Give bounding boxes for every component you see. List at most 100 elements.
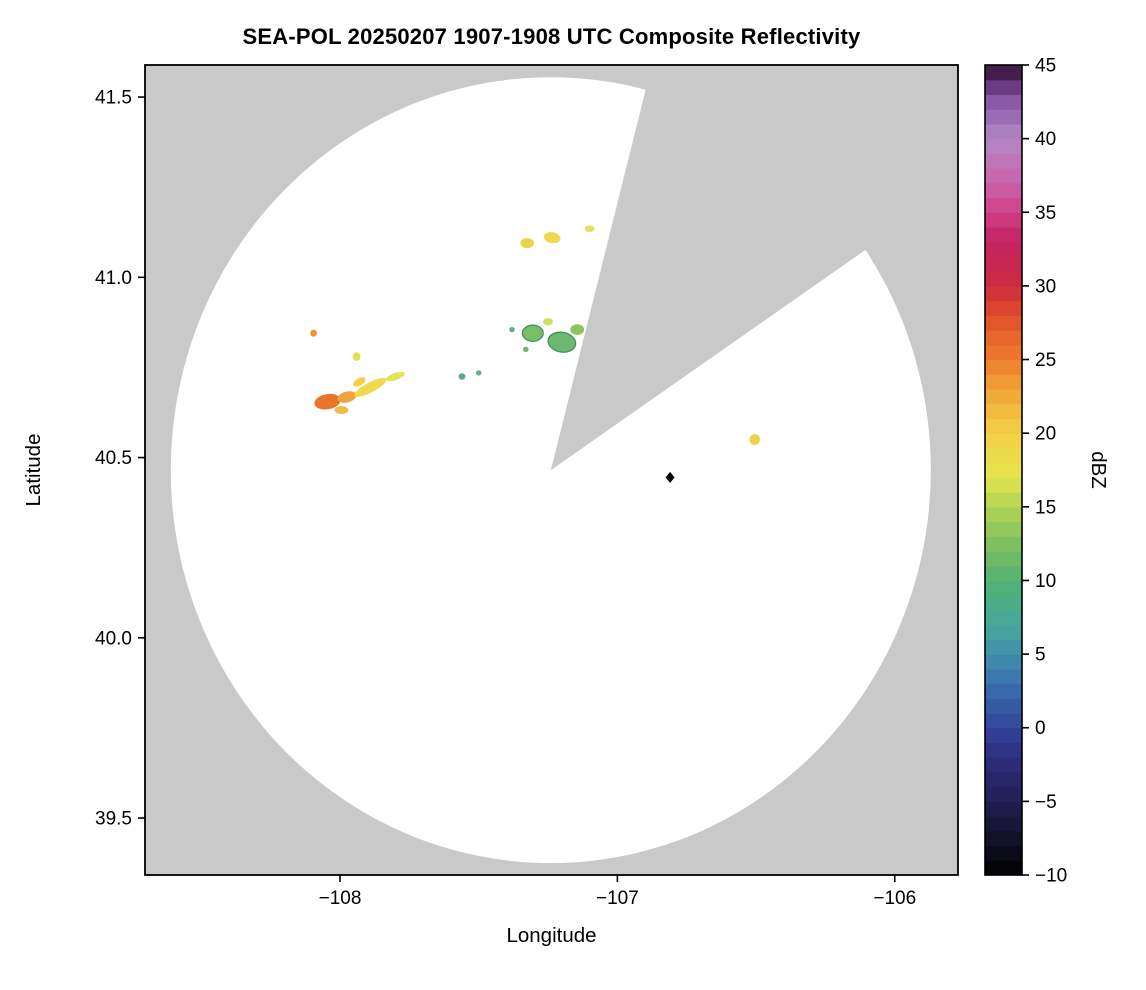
colorbar-band <box>985 639 1022 655</box>
y-tick-label: 41.0 <box>95 268 132 289</box>
colorbar-band <box>985 786 1022 802</box>
colorbar-band <box>985 492 1022 508</box>
colorbar-band <box>985 403 1022 420</box>
reflectivity-echo <box>520 238 535 249</box>
colorbar-tick-label: 20 <box>1035 424 1056 445</box>
colorbar-band <box>985 742 1022 758</box>
colorbar-tick-label: −10 <box>1035 866 1067 887</box>
colorbar-band <box>985 477 1022 493</box>
colorbar-band <box>985 521 1022 537</box>
colorbar-band <box>985 109 1022 125</box>
reflectivity-echo <box>749 434 760 445</box>
reflectivity-echo <box>543 318 553 326</box>
blocked-sector <box>550 65 958 471</box>
x-tick-label: −108 <box>319 888 362 909</box>
colorbar-band <box>985 153 1022 169</box>
colorbar-band <box>985 462 1022 478</box>
colorbar-band <box>985 418 1022 434</box>
colorbar-band <box>985 580 1022 596</box>
colorbar-band <box>985 271 1022 287</box>
colorbar-band <box>985 698 1022 714</box>
colorbar-band <box>985 609 1022 626</box>
colorbar-band <box>985 713 1022 729</box>
colorbar-band <box>985 447 1022 464</box>
y-tick-label: 40.0 <box>95 628 132 649</box>
reflectivity-echo <box>334 406 349 414</box>
colorbar-band <box>985 624 1022 640</box>
reflectivity-echo <box>314 393 341 410</box>
colorbar-band <box>985 241 1022 258</box>
colorbar-tick-label: 0 <box>1035 718 1046 739</box>
colorbar-band <box>985 212 1022 228</box>
colorbar-band <box>985 330 1022 346</box>
colorbar-band <box>985 359 1022 375</box>
colorbar-band <box>985 551 1022 567</box>
y-tick-label: 41.5 <box>95 88 132 109</box>
reflectivity-echo <box>509 326 515 333</box>
colorbar-band <box>985 860 1022 876</box>
colorbar-band <box>985 801 1022 817</box>
colorbar-band <box>985 668 1022 685</box>
x-axis-label: Longitude <box>506 924 597 947</box>
reflectivity-echo <box>543 232 561 244</box>
reflectivity-echo <box>458 373 466 380</box>
colorbar-band <box>985 285 1022 302</box>
reflectivity-echo <box>523 346 529 353</box>
colorbar-band <box>985 771 1022 788</box>
colorbar-band <box>985 197 1022 213</box>
colorbar-band <box>985 830 1022 847</box>
x-tick-label: −106 <box>873 888 916 909</box>
colorbar-band <box>985 182 1022 199</box>
reflectivity-echo <box>584 225 595 232</box>
reflectivity-echo <box>475 370 482 376</box>
x-tick-label: −107 <box>596 888 639 909</box>
colorbar-band <box>985 727 1022 744</box>
colorbar-tick-label: 30 <box>1035 276 1056 297</box>
radar-site-marker <box>665 471 675 483</box>
axes-spines <box>144 64 959 876</box>
colorbar-band <box>985 595 1022 611</box>
colorbar-band <box>985 123 1022 140</box>
reflectivity-echo <box>337 391 357 403</box>
reflectivity-echo <box>352 352 361 361</box>
colorbar-band <box>985 433 1022 449</box>
colorbar-band <box>985 845 1022 861</box>
colorbar-band <box>985 374 1022 390</box>
chart-title: SEA-POL 20250207 1907-1908 UTC Composite… <box>242 24 861 49</box>
colorbar-band <box>985 256 1022 272</box>
colorbar-band <box>985 300 1022 316</box>
colorbar-band <box>985 138 1022 154</box>
colorbar-band <box>985 536 1022 552</box>
colorbar-band <box>985 757 1022 773</box>
colorbar-tick-label: 15 <box>1035 497 1056 518</box>
colorbar-band <box>985 79 1022 96</box>
colorbar-tick-label: 10 <box>1035 571 1056 592</box>
reflectivity-echo <box>547 331 577 353</box>
colorbar-band <box>985 94 1022 110</box>
colorbar-band <box>985 654 1022 670</box>
colorbar-band <box>985 344 1022 361</box>
colorbar-band <box>985 389 1022 405</box>
colorbar-band <box>985 816 1022 832</box>
colorbar-band <box>985 168 1022 184</box>
colorbar-tick-label: 5 <box>1035 645 1046 666</box>
colorbar-band <box>985 683 1022 699</box>
reflectivity-echo <box>521 324 544 342</box>
colorbar-outline <box>984 64 1023 876</box>
y-tick-label: 40.5 <box>95 448 132 469</box>
colorbar-band <box>985 315 1022 331</box>
reflectivity-echo <box>353 377 366 387</box>
reflectivity-echo <box>310 329 317 337</box>
y-tick-label: 39.5 <box>95 809 132 830</box>
reflectivity-echo <box>386 371 405 382</box>
colorbar-tick-label: 45 <box>1035 56 1056 77</box>
colorbar-band <box>985 565 1022 582</box>
reflectivity-echo <box>570 324 585 335</box>
colorbar-band <box>985 506 1022 523</box>
colorbar-band <box>985 65 1022 81</box>
colorbar-tick-label: 25 <box>1035 350 1056 371</box>
colorbar-tick-label: 40 <box>1035 129 1056 150</box>
reflectivity-echo <box>354 377 387 397</box>
